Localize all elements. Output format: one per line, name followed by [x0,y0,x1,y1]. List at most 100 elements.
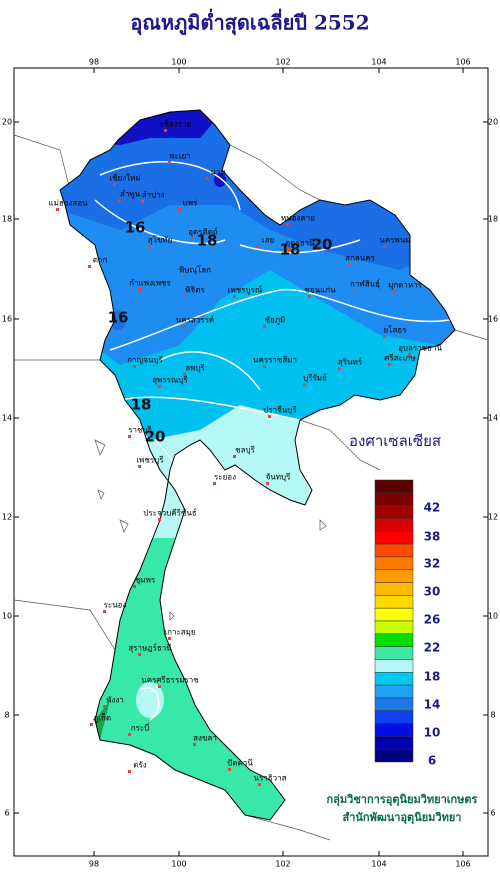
contour-label: 20 [312,236,333,254]
lat-label: 14 [2,414,12,423]
contour-label: 20 [145,428,166,446]
province-label: อุดรธานี [285,239,315,248]
province-label: ประจวบคีรีขันธ์ [143,508,197,518]
province-label: กาฬสินธุ์ [350,279,380,289]
station-dot [206,177,209,180]
legend-swatch [374,595,414,609]
lat-label: 18 [488,215,498,224]
station-dot [266,482,269,485]
province-label: กำแพงเพชร [129,279,171,288]
station-dot [258,783,261,786]
lat-label: 20 [488,118,498,127]
legend-swatch [374,569,414,583]
legend-swatch [374,620,414,635]
province-label: พิจิตร [185,286,205,295]
lon-label: 102 [275,58,290,67]
legend-label: 38 [424,530,441,544]
lat-label: 16 [488,315,498,324]
legend-label: 42 [424,501,441,515]
station-dot [56,208,59,211]
station-dot [183,295,186,298]
legend-label: 18 [424,670,441,684]
station-dot [178,208,181,211]
legend-swatch [374,710,414,724]
lon-label: 106 [455,860,470,869]
province-label: สงขลา [193,734,217,743]
legend-label: 6 [428,754,436,768]
station-dot [233,295,236,298]
lat-label: 6 [490,809,495,818]
station-dot [158,685,161,688]
lat-label: 10 [488,612,498,621]
station-dot [233,455,236,458]
legend-swatch [374,479,414,494]
contour-label: 16 [125,219,146,237]
lat-label: 12 [2,513,12,522]
lat-label: 18 [2,215,12,224]
province-label: สุราษฎร์ธานี [128,643,172,653]
legend-swatch [374,697,414,711]
station-dot [103,705,106,708]
province-label: หนองคาย [281,214,315,223]
station-dot [138,653,141,656]
station-dot [263,325,266,328]
legend-swatch [374,723,414,737]
legend-swatch [374,492,414,506]
province-label: นราธิวาส [253,774,286,783]
province-label: ราชบุรี [128,426,152,435]
province-label: เพชรบูรณ์ [228,285,263,296]
station-dot [213,482,216,485]
province-label: สุพรรณบุรี [152,376,188,385]
station-dot [263,365,266,368]
station-dot [338,367,341,370]
lon-label: 100 [171,58,186,67]
legend-swatch [374,748,414,763]
province-label: สกลนคร [345,254,375,263]
legend-swatch [374,633,414,647]
province-label: นครพนม [379,236,410,245]
station-dot [128,770,131,773]
province-label: นครศรีธรรมราช [141,676,199,685]
province-label: ชลบุรี [235,446,255,455]
province-label: น่าน [210,168,226,177]
station-dot [133,365,136,368]
lon-label: 98 [89,58,99,67]
lat-label: 14 [488,414,498,423]
station-dot [268,415,271,418]
credit-line: สำนักพัฒนาอุตุนิยมวิทยา [343,811,462,825]
station-dot [183,325,186,328]
province-label: ชุมพร [135,576,156,585]
station-dot [308,295,311,298]
province-label: พังงา [106,696,124,705]
station-dot [88,265,91,268]
contour-label: 18 [197,232,218,250]
lon-label: 104 [371,58,386,67]
station-dot [103,610,106,613]
lat-label: 10 [2,612,12,621]
station-dot [118,199,121,202]
province-label: เชียงใหม่ [109,174,140,183]
station-dot [393,290,396,293]
station-dot [168,637,171,640]
province-label: ภูเก็ต [93,713,111,724]
station-dot [158,385,161,388]
province-label: มุกดาหาร [388,281,423,290]
station-dot [408,353,411,356]
legend-swatch [374,582,414,596]
station-dot [168,161,171,164]
station-dot [191,237,194,240]
legend-swatch [374,556,414,570]
station-dot [303,383,306,386]
legend-title: องศาเซลเซียส [349,432,441,450]
legend-swatch [374,736,414,750]
legend-swatch [374,607,414,622]
legend: 42 38 32 30 26 22 18 14 10 6 [374,479,441,768]
contour-label: 18 [280,241,301,259]
station-dot [256,245,259,248]
province-label: บุรีรัมย์ [303,373,327,383]
province-label: เพชรบุรี [136,456,164,465]
station-dot [158,518,161,521]
station-dot [128,435,131,438]
